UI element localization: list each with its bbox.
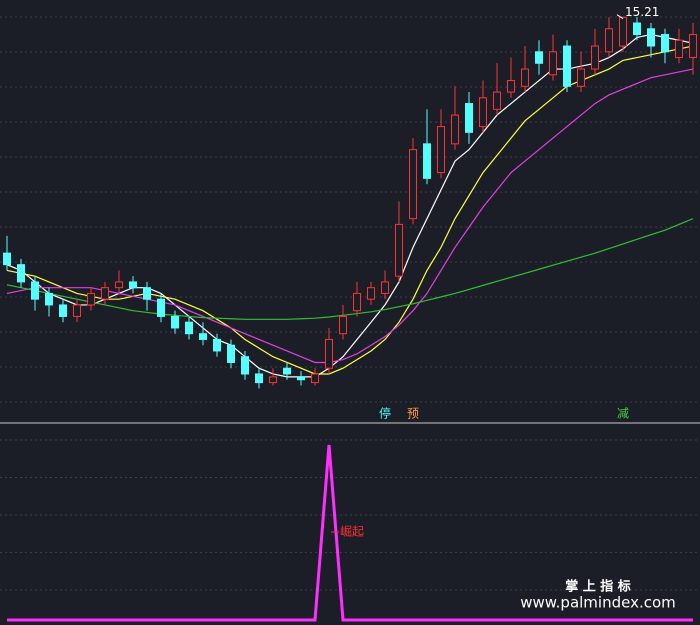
candle-body [689,34,697,59]
max-price-label: 15.21 [625,5,659,19]
candle-body [409,149,417,220]
candle-body [115,281,123,289]
candle-body [395,223,403,277]
candle-body [521,68,529,87]
candle-body [619,16,627,47]
candle-body [535,51,543,64]
candle-body [311,373,319,384]
signal-label: 预 [407,407,419,421]
candle-body [367,287,375,300]
candle-body [423,143,431,179]
candle-body [143,287,151,300]
candle-body [157,298,165,317]
candle-body [171,315,179,329]
candle-body [591,45,599,70]
candle-body [241,356,249,375]
candle-body [199,333,207,340]
candle-body [661,34,669,53]
candle-body [3,252,11,266]
watermark-title: 掌 上 指 标 [565,579,631,595]
candle-body [647,28,655,47]
candle-body [563,45,571,87]
moving-average [6,68,694,364]
moving-average [6,218,694,320]
candle-body [185,321,193,335]
candle-body [283,367,291,375]
candle-body [297,376,305,381]
max-pointer [616,14,624,20]
candle-body [73,304,81,317]
candle-body [549,51,557,76]
candle-body [255,373,263,384]
candle-body [465,103,473,133]
candle-body [353,292,361,312]
candle-body [227,344,235,363]
candle-body [507,80,515,93]
candle-body [213,338,221,352]
candle-body [675,39,683,59]
candle-body [493,91,501,110]
candle-body [451,114,459,145]
candle-body [437,126,445,174]
candle-body [17,264,25,283]
candle-body [339,315,347,335]
candle-body [129,281,137,289]
candle-body [633,22,641,36]
candle-body [577,68,585,87]
candle-body [87,292,95,306]
watermark-url: www.palmindex.com [520,594,676,612]
candle-body [381,281,389,294]
candle-body [31,281,39,300]
candle-body [101,287,109,300]
moving-average [6,33,694,378]
candle-body [45,292,53,306]
signal-label: 减 [617,407,629,421]
annotation-label: 崛起 [340,524,364,539]
candle-body [269,376,277,384]
candle-body [325,338,333,369]
candle-body [479,97,487,128]
candle-body [605,28,613,53]
signal-label: 停 [379,406,391,421]
candle-body [59,304,67,317]
indicator-line [7,444,693,622]
